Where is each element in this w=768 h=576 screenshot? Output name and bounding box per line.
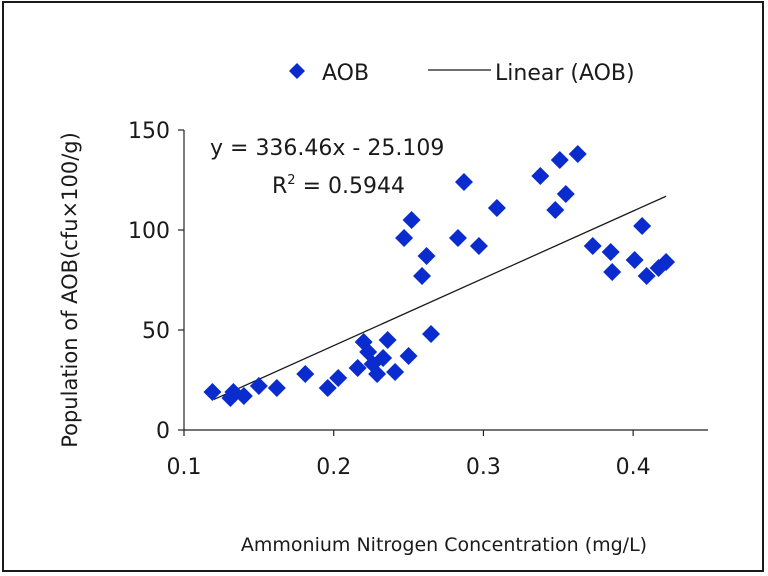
data-point: [296, 365, 315, 383]
data-point: [603, 263, 622, 281]
data-point: [395, 229, 414, 247]
data-point: [417, 247, 436, 265]
r-squared-prefix: R: [272, 174, 287, 199]
x-tick-label: 0.2: [316, 455, 351, 480]
data-point: [386, 363, 405, 381]
data-point: [487, 199, 506, 217]
data-point: [556, 185, 575, 203]
data-point: [448, 229, 467, 247]
data-point: [374, 349, 393, 367]
data-point: [203, 383, 222, 401]
legend: AOB Linear (AOB): [289, 61, 635, 86]
data-point: [399, 347, 418, 365]
data-point: [454, 173, 473, 191]
data-point: [234, 387, 253, 405]
data-point: [469, 237, 488, 255]
x-axis-title: Ammonium Nitrogen Concentration (mg/L): [241, 534, 647, 556]
r-squared-label: R2 = 0.5944: [272, 173, 405, 199]
y-axis-title: Population of AOB(cfu×100/g): [58, 132, 82, 448]
chart-svg: AOB Linear (AOB) Population of AOB(cfu×1…: [58, 61, 708, 556]
data-point: [583, 237, 602, 255]
data-point: [378, 331, 397, 349]
legend-label-linear: Linear (AOB): [495, 61, 635, 86]
x-tick-label: 0.4: [616, 455, 651, 480]
x-tick-label: 0.1: [167, 455, 202, 480]
data-point: [422, 325, 441, 343]
trendline: [213, 195, 667, 401]
data-point: [267, 379, 286, 397]
data-point: [637, 267, 656, 285]
data-point: [625, 251, 644, 269]
data-point: [550, 151, 569, 169]
data-point: [413, 267, 432, 285]
legend-label-aob: AOB: [322, 61, 369, 86]
data-point: [329, 369, 348, 387]
x-tick-label: 0.3: [466, 455, 501, 480]
y-tick-label: 0: [156, 419, 170, 444]
data-point: [568, 145, 587, 163]
data-point: [348, 359, 367, 377]
r-squared-value: = 0.5944: [296, 174, 405, 199]
r-squared-superscript: 2: [287, 173, 295, 188]
data-point: [531, 167, 550, 185]
y-ticks: 0 50 100 150: [128, 119, 184, 444]
y-tick-label: 100: [128, 219, 170, 244]
data-point: [546, 201, 565, 219]
data-points: [203, 145, 676, 407]
y-tick-label: 150: [128, 119, 170, 144]
y-tick-label: 50: [142, 319, 170, 344]
data-point: [402, 211, 421, 229]
trendline-equation: y = 336.46x - 25.109: [210, 136, 444, 161]
data-point: [368, 365, 387, 383]
data-point: [601, 243, 620, 261]
data-point: [249, 377, 268, 395]
legend-marker-aob: [289, 63, 305, 79]
x-ticks: 0.1 0.2 0.3 0.4: [167, 430, 651, 480]
data-point: [633, 217, 652, 235]
data-point: [318, 379, 337, 397]
data-point: [657, 253, 676, 271]
